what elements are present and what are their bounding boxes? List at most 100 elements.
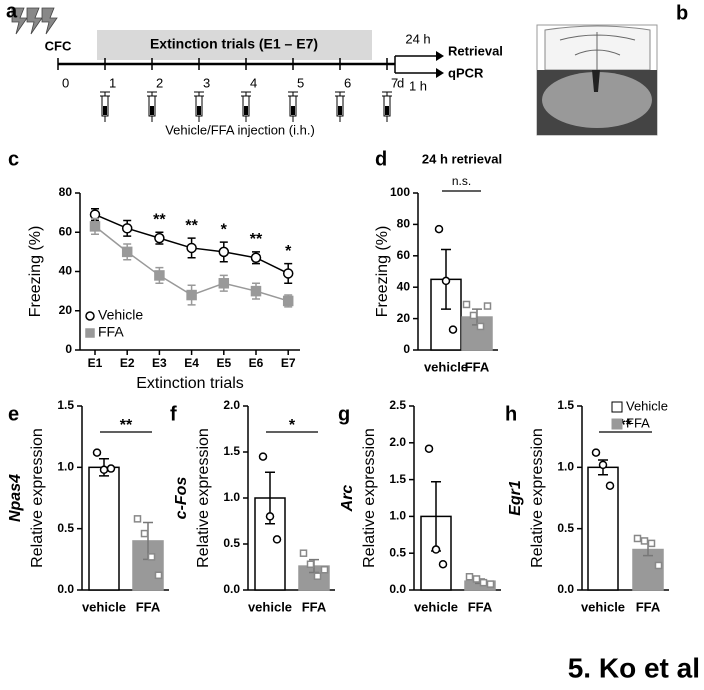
y-tick-label: 0.0 bbox=[557, 582, 574, 596]
data-point bbox=[605, 481, 615, 490]
data-point bbox=[258, 452, 268, 461]
y-tick-label: 1.5 bbox=[389, 472, 406, 486]
data-point bbox=[320, 566, 329, 574]
syringe-part bbox=[197, 106, 201, 115]
syringe-part bbox=[385, 106, 389, 115]
y-tick-label: 0.5 bbox=[557, 521, 574, 535]
y-axis-label: Relative expression bbox=[195, 428, 212, 568]
y-tick-label: 0.5 bbox=[223, 536, 240, 550]
branch-label: Retrieval bbox=[448, 43, 503, 58]
x-tick-label: vehicle bbox=[581, 599, 625, 614]
data-point bbox=[476, 322, 485, 331]
brain-image bbox=[536, 24, 658, 136]
data-point bbox=[647, 539, 656, 548]
branch-delay: 1 h bbox=[409, 78, 427, 93]
data-point bbox=[92, 448, 102, 457]
data-point bbox=[121, 223, 133, 234]
event-label: CFC bbox=[45, 38, 72, 53]
bolt bbox=[26, 7, 43, 35]
syringe bbox=[382, 91, 392, 122]
day-label: 4 bbox=[250, 75, 257, 90]
data-point bbox=[486, 580, 495, 588]
extinction-box bbox=[97, 30, 372, 60]
syringe-part bbox=[338, 106, 342, 115]
y-tick-label: 20 bbox=[397, 311, 411, 325]
data-point bbox=[99, 465, 109, 475]
x-tick-label: E1 bbox=[88, 356, 103, 370]
x-tick-label: vehicle bbox=[82, 599, 126, 614]
panel-label: e bbox=[8, 403, 19, 425]
y-tick-label: 0.5 bbox=[57, 521, 74, 535]
legend-label: FFA bbox=[626, 415, 650, 430]
syringe bbox=[288, 91, 298, 122]
x-tick-label: E6 bbox=[249, 356, 264, 370]
y-tick-label: 1.0 bbox=[223, 490, 240, 504]
data-point bbox=[434, 224, 444, 234]
y-tick-label: 40 bbox=[397, 279, 411, 293]
y-tick-label: 0.0 bbox=[223, 582, 240, 596]
data-point bbox=[438, 559, 448, 569]
data-point bbox=[424, 444, 434, 453]
x-tick-label: E5 bbox=[216, 356, 231, 370]
data-point bbox=[448, 325, 458, 334]
panel-label: c bbox=[8, 148, 19, 170]
significance-label: ** bbox=[120, 417, 133, 434]
y-tick-label: 1.0 bbox=[557, 460, 574, 474]
gene-label: Egr1 bbox=[507, 480, 524, 516]
panel-label: d bbox=[375, 148, 387, 170]
data-point bbox=[441, 276, 451, 286]
brain-tissue bbox=[542, 72, 652, 128]
y-tick-label: 60 bbox=[59, 224, 73, 238]
data-point bbox=[282, 295, 294, 307]
data-point bbox=[306, 560, 315, 568]
x-tick-label: E3 bbox=[152, 356, 167, 370]
data-point bbox=[133, 515, 142, 523]
day-label: 0 bbox=[62, 75, 69, 90]
data-point bbox=[218, 278, 230, 289]
annotation: ** bbox=[153, 211, 166, 228]
syringe bbox=[335, 91, 345, 122]
x-tick-label: E2 bbox=[120, 356, 135, 370]
data-point bbox=[106, 464, 116, 473]
x-tick-label: FFA bbox=[136, 599, 161, 614]
gene-label: Arc bbox=[339, 485, 356, 513]
significance-label: * bbox=[289, 417, 296, 434]
data-point bbox=[186, 242, 197, 254]
legend-swatch bbox=[611, 418, 623, 430]
y-tick-label: 0 bbox=[403, 342, 410, 356]
x-tick-label: FFA bbox=[468, 599, 493, 614]
y-axis-label: Freezing (%) bbox=[374, 226, 391, 318]
legend-label: Vehicle bbox=[626, 398, 668, 413]
annotation: ** bbox=[185, 217, 198, 234]
x-tick-label: vehicle bbox=[424, 359, 468, 374]
data-point bbox=[272, 535, 282, 544]
day-label: 6 bbox=[344, 75, 351, 90]
branch-arrows bbox=[394, 55, 436, 74]
syringe-part bbox=[291, 106, 295, 115]
data-point bbox=[591, 448, 601, 457]
y-tick-label: 0.5 bbox=[389, 545, 406, 559]
branch-label: qPCR bbox=[448, 65, 484, 80]
data-point bbox=[89, 209, 101, 220]
syringe bbox=[100, 91, 110, 122]
data-point bbox=[313, 572, 322, 580]
annotation: ** bbox=[250, 231, 263, 248]
y-axis-label: Relative expression bbox=[29, 428, 46, 568]
data-point bbox=[186, 289, 197, 301]
data-point bbox=[154, 571, 163, 580]
data-point bbox=[472, 575, 481, 583]
syringe bbox=[241, 91, 251, 122]
data-point bbox=[299, 549, 308, 557]
x-axis-label: Extinction trials bbox=[136, 375, 244, 392]
y-tick-label: 2.5 bbox=[389, 398, 406, 412]
data-point bbox=[265, 512, 275, 521]
panel-label: b bbox=[676, 2, 688, 24]
data-point bbox=[465, 573, 474, 581]
y-tick-label: 2.0 bbox=[389, 435, 406, 449]
day-label: 1 bbox=[109, 75, 116, 90]
syringe-part bbox=[103, 106, 107, 115]
legend-swatch bbox=[611, 401, 623, 413]
y-tick-label: 1.5 bbox=[57, 398, 74, 412]
data-point bbox=[431, 545, 441, 554]
syringe bbox=[194, 91, 204, 122]
